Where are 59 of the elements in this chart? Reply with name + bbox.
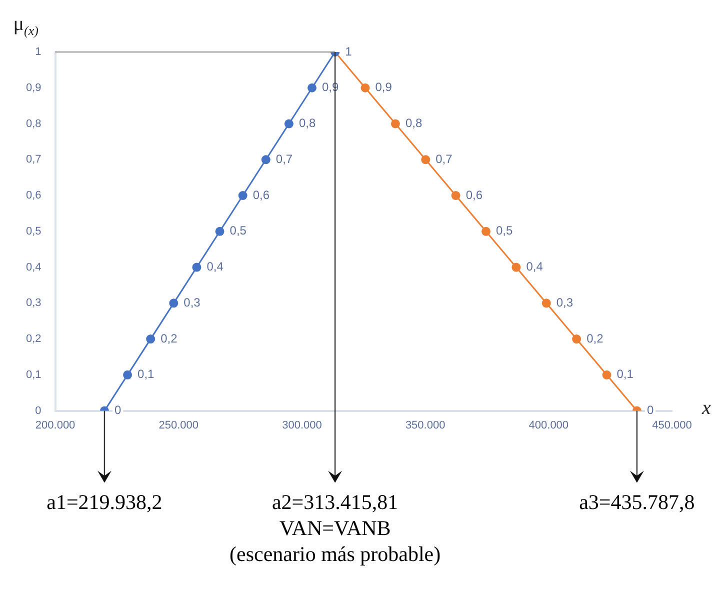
y-tick-label: 0,5	[26, 225, 42, 238]
annotation: a2=313.415,81 VAN=VANB (escenario más probable)	[230, 490, 441, 566]
data-label: 0,1	[138, 367, 155, 382]
point	[360, 83, 370, 92]
data-label: 0	[646, 403, 654, 418]
y-tick-label: 0,3	[26, 297, 42, 310]
point	[238, 191, 248, 200]
annotation: a1=219.938,2	[46, 490, 162, 514]
data-label: 0,4	[526, 260, 544, 274]
data-label: 1	[345, 44, 352, 58]
y-tick-label: 0,2	[26, 333, 42, 346]
point	[390, 119, 400, 128]
point	[308, 83, 317, 92]
x-tick-label: 250.000	[158, 419, 199, 432]
point	[169, 298, 178, 308]
y-tick-label: 0,8	[26, 118, 42, 130]
y-tick-label: 0,1	[26, 368, 42, 381]
point	[572, 334, 582, 344]
data-label: 0,7	[276, 152, 293, 166]
data-label: 0,9	[375, 80, 392, 94]
data-label: 0,6	[466, 188, 483, 202]
y-tick-label: 0	[35, 404, 42, 417]
point	[602, 370, 612, 380]
point	[512, 262, 521, 272]
data-label: 0,5	[230, 224, 247, 238]
point	[261, 155, 270, 164]
point	[284, 119, 294, 128]
annotation: a3=435.787,8	[579, 490, 695, 514]
data-label: 0,1	[616, 367, 634, 382]
data-label: 0	[114, 403, 122, 418]
data-label: 0,5	[496, 224, 514, 238]
point	[215, 226, 224, 236]
x-axis-title: x	[701, 397, 711, 420]
y-tick-label: 0,4	[26, 261, 42, 274]
point	[192, 262, 202, 272]
data-label: 0,3	[184, 295, 201, 310]
x-tick-label: 450.000	[652, 419, 692, 432]
data-label: 0,2	[160, 331, 178, 346]
data-label: 0,7	[436, 152, 453, 166]
x-tick-label: 200.000	[35, 419, 76, 432]
data-label: 0,4	[206, 260, 224, 274]
data-label: 0,8	[405, 116, 422, 130]
data-label: 0,3	[556, 295, 574, 310]
point	[123, 370, 132, 380]
y-tick-label: 0,7	[26, 154, 42, 166]
point	[421, 155, 430, 164]
point	[482, 226, 491, 236]
point	[542, 298, 551, 308]
y-tick-label: 1	[35, 46, 42, 58]
data-label: 0,8	[298, 116, 316, 130]
y-tick-label: 0,6	[26, 190, 42, 202]
x-tick-label: 350.000	[405, 419, 446, 432]
point	[451, 191, 460, 200]
x-tick-label: 300.000	[282, 419, 322, 432]
y-tick-label: 0,9	[26, 82, 42, 94]
data-label: 0,6	[252, 188, 270, 202]
point	[146, 334, 156, 344]
data-label: 0,2	[586, 331, 604, 346]
x-tick-label: 400.000	[528, 419, 569, 432]
